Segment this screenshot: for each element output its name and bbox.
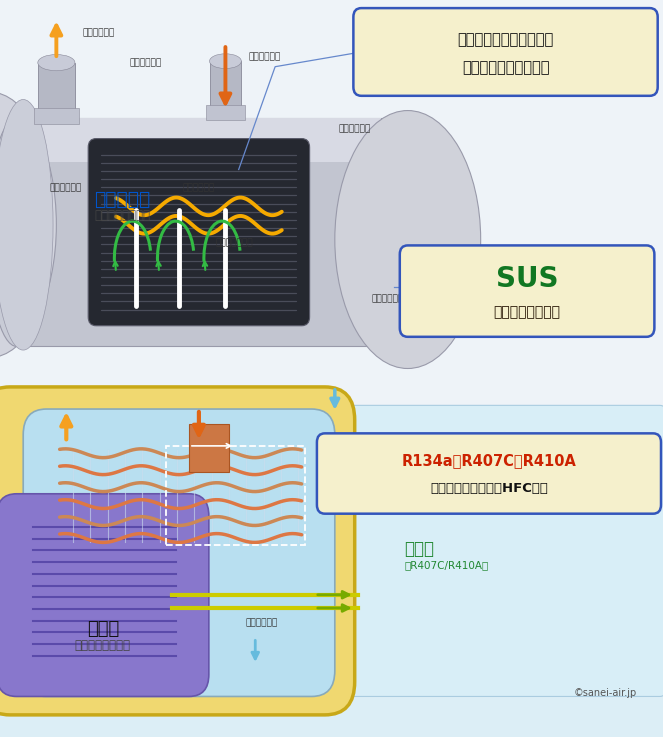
FancyBboxPatch shape — [317, 433, 661, 514]
Text: クロスウェーブフィン: クロスウェーブフィン — [462, 60, 549, 75]
FancyBboxPatch shape — [0, 494, 209, 696]
Text: （二次熱交換器）: （二次熱交換器） — [75, 639, 131, 652]
FancyBboxPatch shape — [38, 63, 75, 118]
Text: ステンレスシェル: ステンレスシェル — [493, 305, 561, 318]
Text: オゾン破壊係数０のHFC冷媒: オゾン破壊係数０のHFC冷媒 — [430, 482, 548, 495]
Ellipse shape — [0, 118, 45, 346]
Text: 予冷・再熱: 予冷・再熱 — [95, 189, 151, 209]
FancyBboxPatch shape — [189, 424, 229, 472]
Text: ドレン排出口: ドレン排出口 — [245, 618, 278, 627]
FancyBboxPatch shape — [34, 108, 79, 124]
FancyBboxPatch shape — [0, 405, 663, 696]
Text: （一次熱交換器）: （一次熱交換器） — [95, 209, 151, 223]
FancyBboxPatch shape — [0, 413, 663, 737]
FancyBboxPatch shape — [210, 61, 241, 114]
Ellipse shape — [38, 55, 75, 71]
Text: 圧縮空気出口: 圧縮空気出口 — [129, 58, 162, 67]
FancyBboxPatch shape — [17, 118, 381, 346]
Text: ©sanei-air.jp: ©sanei-air.jp — [573, 688, 636, 698]
Text: 圧縮空気出口: 圧縮空気出口 — [50, 184, 82, 192]
Text: 圧縮空気の流れ: 圧縮空気の流れ — [215, 239, 253, 248]
FancyBboxPatch shape — [17, 118, 381, 162]
Text: 冷　却: 冷 却 — [87, 620, 119, 638]
FancyBboxPatch shape — [88, 139, 310, 326]
Ellipse shape — [210, 54, 241, 69]
Ellipse shape — [0, 99, 53, 350]
FancyBboxPatch shape — [0, 0, 663, 413]
Text: ドレン排出口: ドレン排出口 — [371, 294, 404, 303]
Text: 冷　媒: 冷 媒 — [404, 540, 434, 558]
FancyBboxPatch shape — [206, 105, 245, 120]
Text: R134a・R407C・R410A: R134a・R407C・R410A — [402, 453, 576, 469]
Text: （R407C/R410A）: （R407C/R410A） — [404, 560, 489, 570]
Text: 目詰まりと圧損が少ない: 目詰まりと圧損が少ない — [457, 32, 554, 47]
Bar — [166, 446, 305, 545]
Text: 圧縮空気入口: 圧縮空気入口 — [338, 125, 371, 133]
Text: 圧縮空気入口: 圧縮空気入口 — [182, 184, 215, 192]
Text: SUS: SUS — [496, 265, 558, 293]
FancyBboxPatch shape — [400, 245, 654, 337]
FancyBboxPatch shape — [353, 8, 658, 96]
Ellipse shape — [0, 92, 56, 357]
Ellipse shape — [335, 111, 481, 368]
Text: 圧縮空気入口: 圧縮空気入口 — [249, 52, 281, 61]
FancyBboxPatch shape — [23, 409, 335, 696]
FancyBboxPatch shape — [0, 387, 355, 715]
Text: 圧縮空気出口: 圧縮空気出口 — [83, 29, 115, 38]
